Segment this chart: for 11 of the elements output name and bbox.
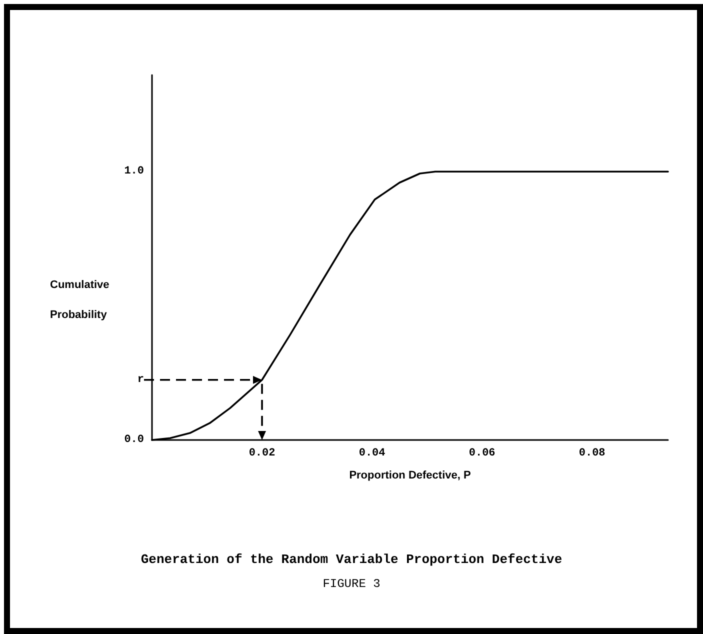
x-tick-label: 0.02 xyxy=(248,448,276,460)
x-tick-label: 0.08 xyxy=(578,448,606,460)
y-tick-label: 0.0 xyxy=(124,434,144,446)
x-tick-label: 0.04 xyxy=(358,448,386,460)
text: FIGURE 3 xyxy=(322,577,380,591)
x-tick-label: 0.06 xyxy=(468,448,496,460)
y-tick-label: r xyxy=(137,374,144,386)
text: Cumulative Probability xyxy=(50,279,110,321)
y-tick-label: 1.0 xyxy=(124,166,144,178)
text: Generation of the Random Variable Proportion Defective xyxy=(140,552,562,567)
x-axis-title: Proportion Defective, P xyxy=(349,470,471,482)
